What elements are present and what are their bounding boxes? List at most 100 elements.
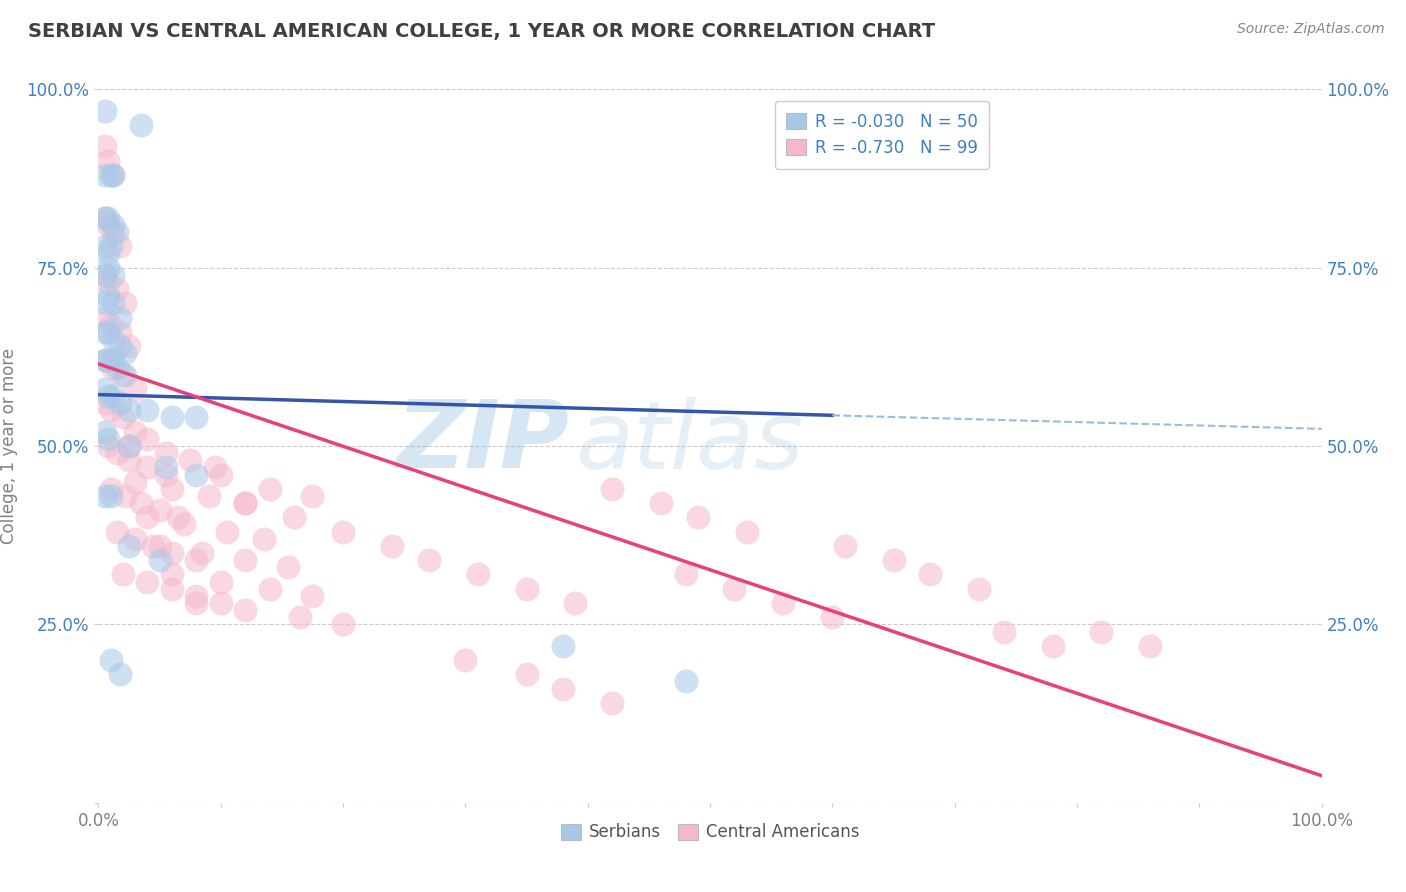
Point <box>155 467 177 482</box>
Point <box>118 339 141 353</box>
Point <box>209 574 232 589</box>
Point <box>723 582 745 596</box>
Point <box>93 139 115 153</box>
Point <box>332 524 354 539</box>
Point <box>93 211 115 225</box>
Point <box>93 425 115 439</box>
Point <box>1090 624 1112 639</box>
Point <box>191 546 214 560</box>
Point <box>93 353 115 368</box>
Point <box>100 318 122 332</box>
Point <box>101 360 124 375</box>
Point <box>252 532 274 546</box>
Point <box>93 211 115 225</box>
Point <box>553 639 575 653</box>
Point <box>160 410 183 425</box>
Point <box>233 496 256 510</box>
Point <box>142 539 165 553</box>
Point <box>290 610 312 624</box>
Point <box>97 275 120 289</box>
Point <box>259 482 281 496</box>
Point <box>93 168 115 182</box>
Point <box>124 382 146 396</box>
Point <box>93 353 115 368</box>
Point <box>209 596 232 610</box>
Point <box>553 681 575 696</box>
Point <box>186 553 208 567</box>
Point <box>136 510 159 524</box>
Point <box>454 653 477 667</box>
Point <box>301 489 323 503</box>
Point <box>418 553 440 567</box>
Point <box>136 432 159 446</box>
Point <box>675 567 697 582</box>
Point <box>101 168 124 182</box>
Point <box>101 353 124 368</box>
Point <box>105 524 128 539</box>
Point <box>515 582 537 596</box>
Point <box>515 667 537 681</box>
Point <box>118 403 141 417</box>
Point <box>124 425 146 439</box>
Point <box>186 589 208 603</box>
Point <box>233 553 256 567</box>
Point <box>110 339 132 353</box>
Point <box>93 396 115 410</box>
Point <box>821 610 844 624</box>
Point <box>467 567 489 582</box>
Point <box>93 310 115 325</box>
Point <box>129 118 152 132</box>
Text: atlas: atlas <box>575 397 804 488</box>
Point <box>111 567 134 582</box>
Point <box>111 410 134 425</box>
Point <box>101 268 124 282</box>
Point <box>118 439 141 453</box>
Point <box>101 225 124 239</box>
Point <box>167 510 190 524</box>
Legend: Serbians, Central Americans: Serbians, Central Americans <box>554 817 866 848</box>
Point <box>650 496 672 510</box>
Point <box>97 325 120 339</box>
Point <box>179 453 201 467</box>
Point <box>600 482 623 496</box>
Point <box>686 510 709 524</box>
Point <box>110 667 132 681</box>
Point <box>110 325 132 339</box>
Point <box>100 482 122 496</box>
Point <box>97 218 120 232</box>
Point <box>118 439 141 453</box>
Point <box>105 225 128 239</box>
Point <box>111 368 134 382</box>
Point <box>834 539 856 553</box>
Point <box>215 524 238 539</box>
Point <box>772 596 794 610</box>
Point <box>93 268 115 282</box>
Point <box>160 546 183 560</box>
Point <box>124 532 146 546</box>
Point <box>114 346 136 360</box>
Point <box>100 489 122 503</box>
Point <box>136 574 159 589</box>
Point <box>1042 639 1064 653</box>
Point <box>101 389 124 403</box>
Point <box>93 296 115 310</box>
Point <box>332 617 354 632</box>
Point <box>118 453 141 467</box>
Point <box>993 624 1015 639</box>
Point <box>101 296 124 310</box>
Point <box>97 389 120 403</box>
Point <box>381 539 404 553</box>
Point <box>600 696 623 710</box>
Point <box>105 282 128 296</box>
Point <box>233 603 256 617</box>
Point <box>110 310 132 325</box>
Point <box>259 582 281 596</box>
Point <box>97 246 120 260</box>
Point <box>101 332 124 346</box>
Point <box>93 489 115 503</box>
Y-axis label: College, 1 year or more: College, 1 year or more <box>0 348 18 544</box>
Point <box>97 289 120 303</box>
Point <box>124 475 146 489</box>
Point <box>105 360 128 375</box>
Point <box>93 325 115 339</box>
